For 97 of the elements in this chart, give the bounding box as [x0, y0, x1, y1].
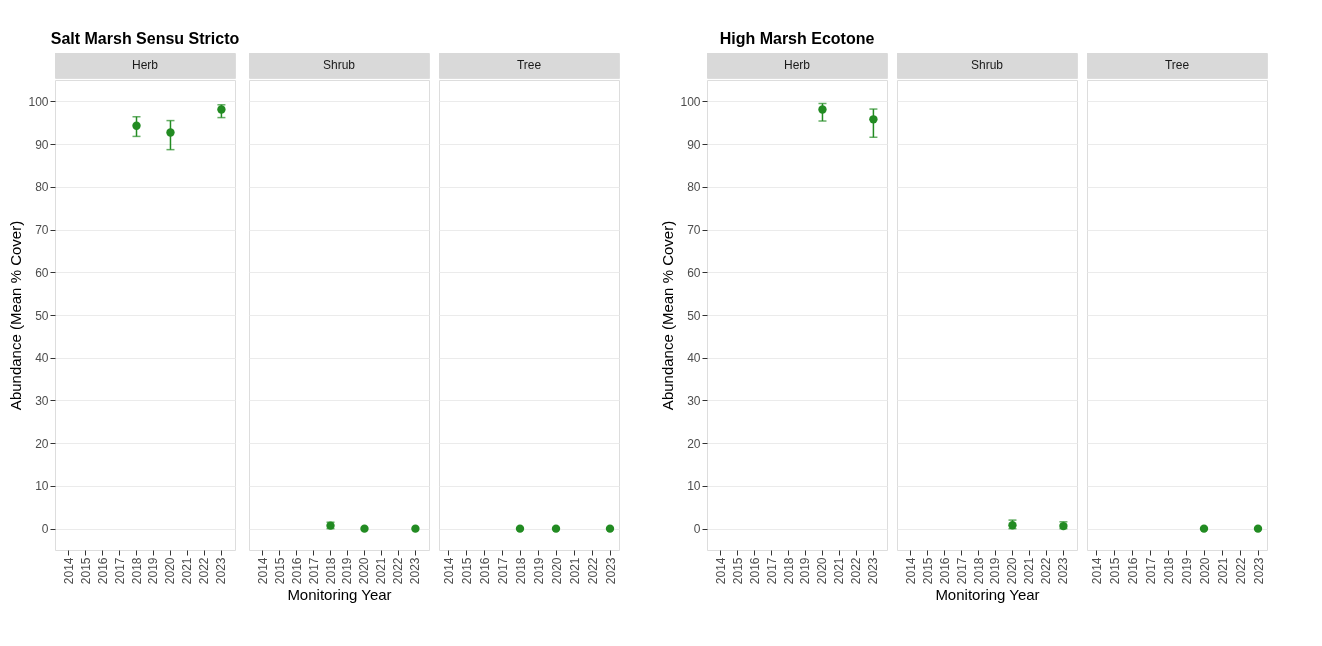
y-tick-label: 40: [35, 351, 49, 366]
x-tick-label: 2015: [920, 557, 935, 585]
x-tick-label: 2019: [146, 557, 161, 585]
x-tick-label: 2020: [549, 557, 564, 585]
x-tick-label: 2020: [1005, 557, 1020, 585]
y-tick-label: 30: [687, 393, 701, 408]
x-tick-label: 2015: [272, 557, 287, 585]
x-tick-label: 2022: [1039, 557, 1054, 585]
y-tick-label: 20: [687, 436, 701, 451]
x-tick-label: 2017: [112, 557, 127, 585]
x-tick-label: 2017: [954, 557, 969, 585]
x-tick-label: 2014: [1089, 557, 1104, 585]
x-tick-label: 2021: [832, 557, 847, 585]
chart-subtitle: Herb: [131, 58, 159, 72]
x-tick-label: 2017: [495, 557, 510, 585]
x-tick-label: 2019: [1179, 557, 1194, 585]
y-tick-label: 60: [35, 265, 49, 280]
x-tick-label: 2022: [391, 557, 406, 585]
y-axis-title: Abundance (Mean % Cover): [659, 220, 677, 411]
x-tick-label: 2022: [1233, 557, 1248, 585]
y-tick-label: 70: [687, 223, 701, 238]
x-tick-label: 2018: [1161, 557, 1176, 585]
y-tick-label: 20: [35, 436, 49, 451]
x-tick-label: 2021: [1022, 557, 1037, 585]
x-tick-label: 2016: [95, 557, 110, 585]
x-tick-label: 2016: [1125, 557, 1140, 585]
x-tick-label: 2020: [1197, 557, 1212, 585]
x-tick-label: 2017: [1143, 557, 1158, 585]
point: [217, 105, 226, 114]
point: [166, 128, 175, 137]
y-tick-label: 90: [687, 137, 701, 152]
x-tick-label: 2014: [61, 557, 76, 585]
y-axis-title: Abundance (Mean % Cover): [7, 220, 25, 411]
y-tick-label: 50: [35, 308, 49, 323]
chart-subtitle: Shrub: [322, 58, 356, 72]
y-tick-label: 40: [687, 351, 701, 366]
x-tick-label: 2019: [798, 557, 813, 585]
y-tick-label: 100: [680, 94, 701, 109]
y-tick-label: 0: [41, 522, 49, 537]
y-tick-label: 60: [687, 265, 701, 280]
x-tick-label: 2019: [340, 557, 355, 585]
chart-subtitle: Tree: [516, 58, 542, 72]
x-tick-label: 2022: [849, 557, 864, 585]
y-tick-label: 70: [35, 223, 49, 238]
x-tick-label: 2023: [1056, 557, 1071, 585]
x-tick-label: 2021: [374, 557, 389, 585]
x-tick-label: 2018: [513, 557, 528, 585]
x-tick-label: 2014: [903, 557, 918, 585]
x-tick-label: 2020: [163, 557, 178, 585]
chart-title: Salt Marsh Sensu Stricto: [50, 30, 240, 47]
x-tick-label: 2021: [567, 557, 582, 585]
x-tick-label: 2016: [937, 557, 952, 585]
x-tick-label: 2019: [531, 557, 546, 585]
x-axis-title: Monitoring Year: [935, 586, 1040, 604]
x-tick-label: 2023: [1251, 557, 1266, 585]
x-tick-label: 2018: [129, 557, 144, 585]
point: [132, 121, 141, 130]
x-tick-label: 2014: [255, 557, 270, 585]
x-tick-label: 2021: [180, 557, 195, 585]
y-tick-label: 80: [687, 180, 701, 195]
x-tick-label: 2016: [747, 557, 762, 585]
chart-title: High Marsh Ecotone: [719, 30, 875, 47]
x-tick-label: 2023: [866, 557, 881, 585]
x-tick-label: 2014: [441, 557, 456, 585]
y-tick-label: 100: [28, 94, 49, 109]
x-tick-label: 2018: [781, 557, 796, 585]
x-tick-label: 2015: [1107, 557, 1122, 585]
x-axis-title: Monitoring Year: [287, 586, 392, 604]
x-tick-label: 2016: [477, 557, 492, 585]
x-tick-label: 2018: [323, 557, 338, 585]
y-tick-label: 0: [693, 522, 701, 537]
x-tick-label: 2023: [408, 557, 423, 585]
y-tick-label: 30: [35, 393, 49, 408]
y-tick-label: 10: [687, 479, 701, 494]
y-tick-label: 80: [35, 180, 49, 195]
chart-subtitle: Herb: [783, 58, 811, 72]
x-tick-label: 2018: [971, 557, 986, 585]
x-tick-label: 2017: [764, 557, 779, 585]
x-tick-label: 2021: [1215, 557, 1230, 585]
x-tick-label: 2020: [357, 557, 372, 585]
y-tick-label: 10: [35, 479, 49, 494]
x-tick-label: 2019: [988, 557, 1003, 585]
x-tick-label: 2014: [713, 557, 728, 585]
x-tick-label: 2023: [214, 557, 229, 585]
chart-subtitle: Tree: [1164, 58, 1190, 72]
x-tick-label: 2016: [289, 557, 304, 585]
x-tick-label: 2020: [815, 557, 830, 585]
chart-subtitle: Shrub: [970, 58, 1004, 72]
y-tick-label: 90: [35, 137, 49, 152]
x-tick-label: 2015: [459, 557, 474, 585]
y-tick-label: 50: [687, 308, 701, 323]
x-tick-label: 2017: [306, 557, 321, 585]
x-tick-label: 2023: [603, 557, 618, 585]
x-tick-label: 2022: [197, 557, 212, 585]
x-tick-label: 2022: [585, 557, 600, 585]
x-tick-label: 2015: [78, 557, 93, 585]
x-tick-label: 2015: [730, 557, 745, 585]
